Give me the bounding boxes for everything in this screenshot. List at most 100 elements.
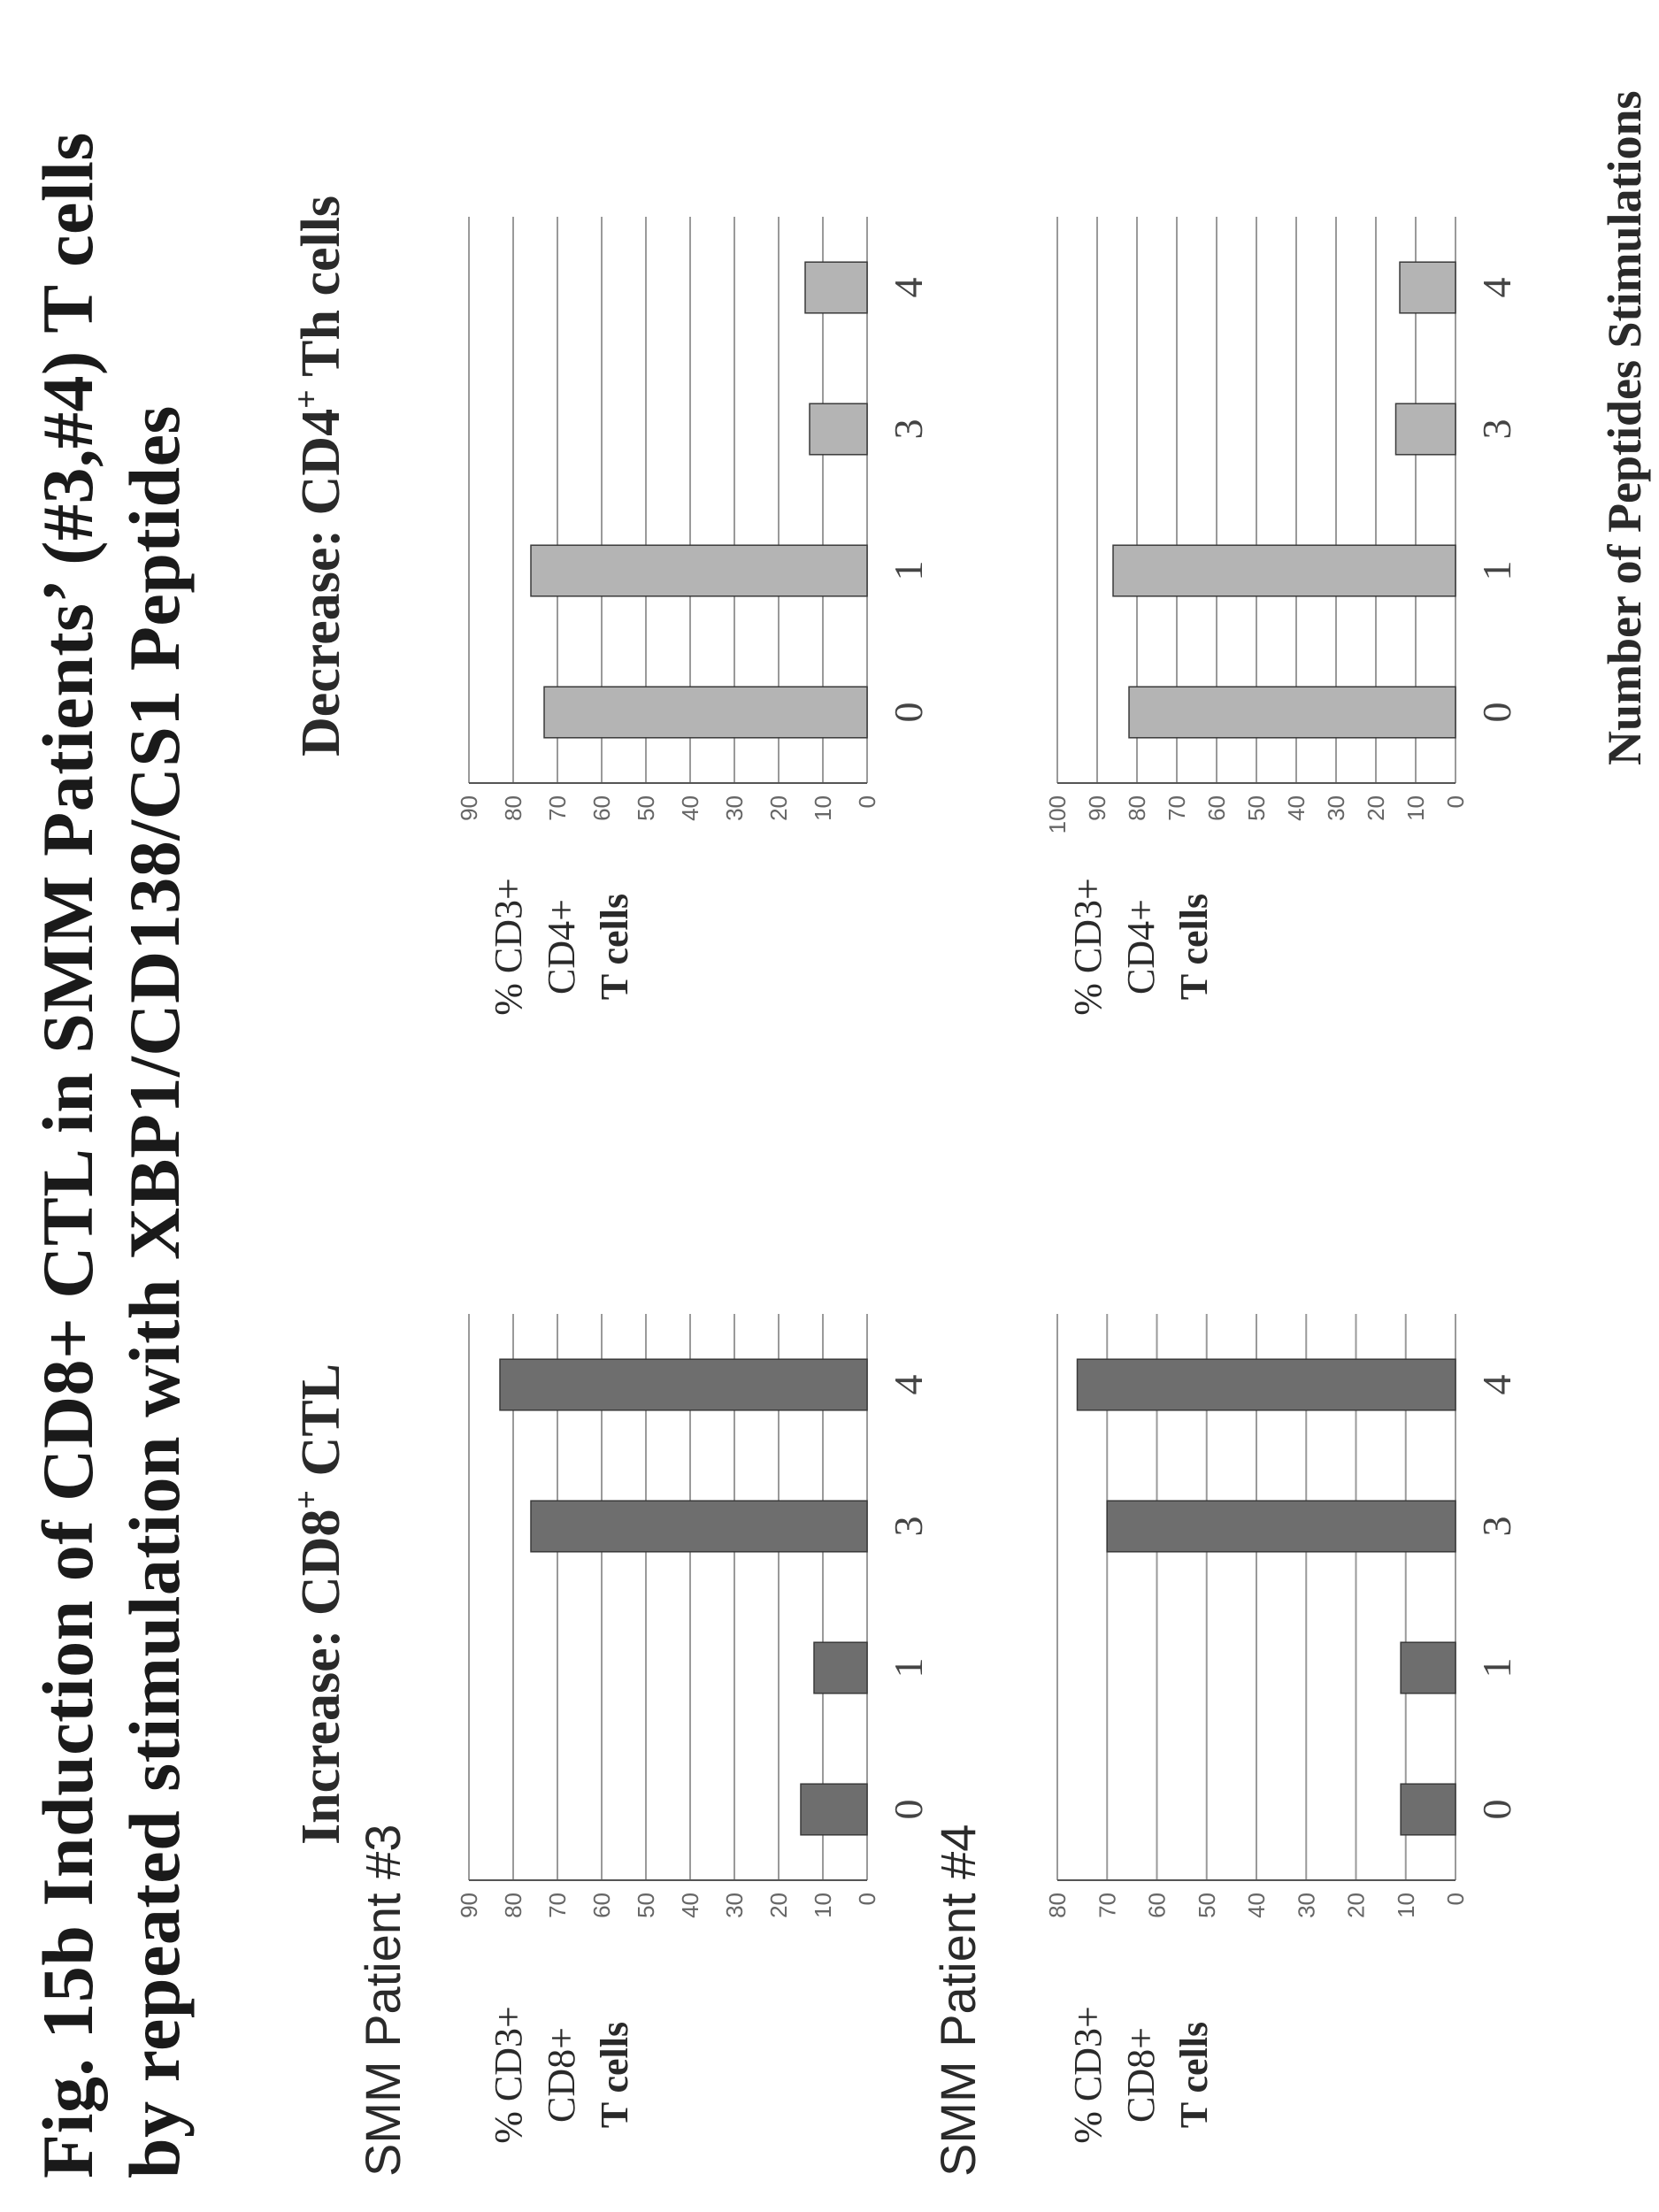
- bar-1: [530, 544, 868, 597]
- y-label-line: T cells: [593, 893, 636, 1001]
- bar-1: [813, 1641, 868, 1694]
- y-tick-label: 10: [1393, 1893, 1419, 1918]
- x-tick-label: 3: [1474, 419, 1519, 440]
- bar-1: [1112, 544, 1456, 597]
- bar-4: [499, 1358, 868, 1411]
- x-tick-label: 3: [886, 1517, 931, 1537]
- y-label-line: % CD3+: [487, 878, 530, 1016]
- y-label-line: T cells: [1172, 2021, 1216, 2129]
- y-tick-label: 20: [765, 795, 792, 821]
- chart-svg: 0 10 20 30 40 50 60 70 80 90 100 0 1 3 4: [1044, 217, 1519, 833]
- y-label-cd4-p4: % CD3+ CD4+ T cells: [1062, 849, 1221, 1044]
- x-tick-label: 4: [1474, 278, 1519, 298]
- y-tick-label: 90: [1084, 795, 1110, 821]
- y-label-line: T cells: [1172, 893, 1216, 1001]
- bar-3: [1106, 1500, 1456, 1553]
- bar-4: [1399, 261, 1456, 314]
- bar-0: [800, 1783, 868, 1836]
- y-tick-label: 50: [1194, 1893, 1220, 1918]
- y-tick-label: 70: [1164, 795, 1190, 821]
- x-tick-label: 0: [1474, 1800, 1519, 1820]
- x-tick-label: 3: [886, 419, 931, 440]
- y-tick-label: 20: [765, 1893, 792, 1918]
- y-tick-label: 0: [854, 795, 880, 808]
- y-tick-label: 40: [1243, 1893, 1270, 1918]
- y-tick-label: 30: [721, 795, 748, 821]
- y-label-cd4-p3: % CD3+ CD4+ T cells: [482, 849, 641, 1044]
- bar-1: [1400, 1641, 1456, 1694]
- y-tick-label: 70: [544, 1893, 571, 1918]
- y-label-line: % CD3+: [1066, 878, 1110, 1016]
- y-tick-label: 60: [588, 795, 615, 821]
- decrease-heading-sup: +: [288, 389, 326, 409]
- y-label-line: T cells: [593, 2021, 636, 2129]
- y-tick-label: 30: [721, 1893, 748, 1918]
- x-axis-title: Number of Peptides Stimulations: [1598, 90, 1651, 765]
- y-tick-label: 80: [1044, 1893, 1071, 1918]
- y-tick-label: 60: [1203, 795, 1230, 821]
- figure-title-line-1: Fig. 15b Induction of CD8+ CTL in SMM Pa…: [27, 132, 108, 2178]
- decrease-heading-prefix: Decrease: CD4: [291, 408, 351, 757]
- y-tick-label: 70: [544, 795, 571, 821]
- chart-svg: 0 10 20 30 40 50 60 70 80 0 1 3 4: [1044, 1314, 1519, 1918]
- x-tick-label: 0: [1474, 703, 1519, 723]
- y-label-line: CD8+: [1119, 2027, 1163, 2123]
- y-tick-label: 70: [1094, 1893, 1120, 1918]
- y-tick-label: 10: [810, 795, 836, 821]
- y-tick-label: 80: [500, 1893, 526, 1918]
- chart-patient-3-cd8: 0 10 20 30 40 50 60 70 80 90 0 1 3 4: [456, 1296, 947, 1942]
- y-tick-label: 50: [1243, 795, 1270, 821]
- y-tick-label: 50: [633, 1893, 659, 1918]
- increase-heading-suffix: CTL: [291, 1363, 351, 1490]
- y-tick-label: 80: [500, 795, 526, 821]
- x-tick-label: 4: [1474, 1375, 1519, 1395]
- decrease-heading: Decrease: CD4+ Th cells: [288, 196, 353, 757]
- chart-svg: 0 10 20 30 40 50 60 70 80 90 0 1 3 4: [456, 1314, 931, 1918]
- y-label-line: % CD3+: [1066, 2006, 1110, 2144]
- x-tick-label: 4: [886, 1375, 931, 1395]
- y-label-cd8-p4: % CD3+ CD8+ T cells: [1062, 1978, 1221, 2172]
- decrease-heading-suffix: Th cells: [291, 195, 351, 390]
- x-tick-label: 4: [886, 278, 931, 298]
- y-tick-label: 90: [456, 1893, 482, 1918]
- y-label-line: CD4+: [1119, 899, 1163, 995]
- figure-title-line-2: by repeated stimulation with XBP1/CD138/…: [114, 405, 195, 2178]
- y-label-cd8-p3: % CD3+ CD8+ T cells: [482, 1978, 641, 2172]
- y-tick-label: 40: [1283, 795, 1310, 821]
- increase-heading: Increase: CD8+ CTL: [288, 1363, 353, 1845]
- bar-4: [804, 261, 868, 314]
- x-tick-label: 3: [1474, 1517, 1519, 1537]
- increase-heading-prefix: Increase: CD8: [291, 1509, 351, 1845]
- bar-0: [1128, 686, 1456, 739]
- x-tick-label: 1: [1474, 1658, 1519, 1678]
- y-tick-label: 60: [1144, 1893, 1171, 1918]
- y-label-line: CD4+: [540, 899, 583, 995]
- y-tick-label: 40: [677, 1893, 703, 1918]
- bar-0: [1400, 1783, 1456, 1836]
- chart-patient-4-cd8: 0 10 20 30 40 50 60 70 80 0 1 3 4: [1044, 1296, 1535, 1942]
- x-tick-label: 0: [886, 703, 931, 723]
- y-tick-label: 30: [1293, 1893, 1319, 1918]
- x-tick-label: 1: [886, 1658, 931, 1678]
- y-tick-label: 100: [1044, 795, 1071, 833]
- y-tick-label: 0: [1442, 1893, 1469, 1905]
- patient-3-label: SMM Patient #3: [355, 1824, 411, 2177]
- x-tick-label: 0: [886, 1800, 931, 1820]
- x-tick-label: 1: [1474, 561, 1519, 581]
- chart-svg: 0 10 20 30 40 50 60 70 80 90 0 1 3 4: [456, 217, 931, 821]
- y-tick-label: 20: [1363, 795, 1389, 821]
- bar-3: [809, 403, 868, 456]
- y-tick-label: 40: [677, 795, 703, 821]
- bar-3: [1394, 403, 1456, 456]
- x-tick-label: 1: [886, 561, 931, 581]
- y-tick-label: 80: [1124, 795, 1150, 821]
- chart-patient-3-cd4: 0 10 20 30 40 50 60 70 80 90 0 1 3 4: [456, 199, 947, 845]
- y-label-line: CD8+: [540, 2027, 583, 2123]
- bar-4: [1076, 1358, 1456, 1411]
- bar-0: [543, 686, 868, 739]
- y-tick-label: 50: [633, 795, 659, 821]
- y-tick-label: 0: [1442, 795, 1469, 808]
- bar-3: [530, 1500, 868, 1553]
- y-tick-label: 10: [1402, 795, 1429, 821]
